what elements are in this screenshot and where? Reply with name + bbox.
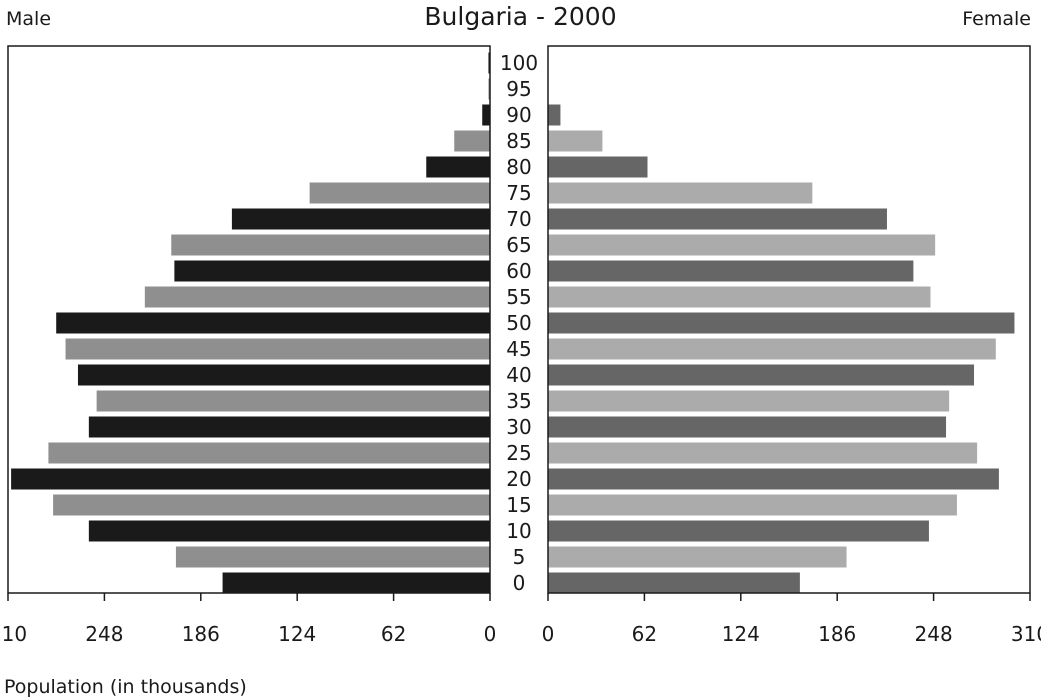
age-label-80: 80	[506, 155, 531, 179]
male-bar-5	[175, 546, 490, 568]
male-bars	[11, 52, 491, 594]
male-label: Male	[6, 8, 52, 30]
age-label-50: 50	[506, 311, 531, 335]
female-label: Female	[962, 8, 1031, 30]
age-label-40: 40	[506, 363, 531, 387]
male-x-tick-label: 0	[484, 622, 497, 646]
female-bar-15	[548, 494, 957, 516]
age-label-95: 95	[506, 77, 531, 101]
x-axis-label: Population (in thousands)	[4, 676, 247, 698]
male-bar-75	[309, 182, 490, 204]
male-bar-35	[96, 390, 491, 412]
female-bar-65	[548, 234, 936, 256]
female-x-tick-label: 186	[818, 622, 856, 646]
female-bar-50	[548, 312, 1015, 334]
female-panel-frame	[547, 45, 1031, 594]
age-label-25: 25	[506, 441, 531, 465]
female-bar-80	[548, 156, 648, 178]
chart-title: Bulgaria - 2000	[424, 2, 617, 31]
age-label-65: 65	[506, 233, 531, 257]
male-bar-10	[88, 520, 490, 542]
female-bar-55	[548, 286, 931, 308]
male-bar-0	[222, 572, 490, 594]
female-x-tick-label: 310	[1011, 622, 1041, 646]
age-label-20: 20	[506, 467, 531, 491]
female-bar-70	[548, 208, 887, 230]
female-bar-75	[548, 182, 813, 204]
female-bar-85	[548, 130, 603, 152]
female-x-tick-label: 124	[722, 622, 760, 646]
female-bar-20	[548, 468, 999, 490]
male-bar-70	[231, 208, 490, 230]
female-x-tick-label: 62	[632, 622, 657, 646]
age-label-100: 100	[500, 51, 538, 75]
age-label-75: 75	[506, 181, 531, 205]
age-label-15: 15	[506, 493, 531, 517]
female-x-tick-label: 0	[542, 622, 555, 646]
male-bar-95	[488, 78, 490, 100]
female-bar-10	[548, 520, 929, 542]
male-bar-20	[11, 468, 490, 490]
male-bar-60	[174, 260, 490, 282]
male-bar-40	[77, 364, 490, 386]
male-panel-frame	[7, 45, 491, 594]
age-label-10: 10	[506, 519, 531, 543]
age-label-70: 70	[506, 207, 531, 231]
male-bar-15	[53, 494, 490, 516]
female-bar-90	[548, 104, 561, 126]
male-bar-25	[48, 442, 490, 464]
age-label-30: 30	[506, 415, 531, 439]
male-x-tick-label: 62	[381, 622, 406, 646]
age-label-5: 5	[513, 545, 526, 569]
male-bar-65	[171, 234, 491, 256]
age-label-90: 90	[506, 103, 531, 127]
male-x-tick-label: 186	[182, 622, 220, 646]
age-label-55: 55	[506, 285, 531, 309]
age-label-45: 45	[506, 337, 531, 361]
male-bar-90	[482, 104, 490, 126]
female-bar-25	[548, 442, 978, 464]
age-label-85: 85	[506, 129, 531, 153]
male-x-tick-label: 124	[278, 622, 316, 646]
male-bar-50	[56, 312, 490, 334]
male-bar-30	[88, 416, 490, 438]
female-bar-5	[548, 546, 847, 568]
female-bars	[548, 104, 1015, 594]
female-bar-45	[548, 338, 996, 360]
female-bar-35	[548, 390, 950, 412]
age-label-0: 0	[513, 571, 526, 595]
female-bar-60	[548, 260, 914, 282]
male-bar-45	[65, 338, 491, 360]
female-bar-40	[548, 364, 975, 386]
male-x-tick-label: 310	[0, 622, 27, 646]
female-bar-30	[548, 416, 947, 438]
age-label-35: 35	[506, 389, 531, 413]
male-bar-100	[488, 52, 490, 74]
male-bar-80	[426, 156, 490, 178]
female-bar-0	[548, 572, 800, 594]
female-x-tick-label: 248	[915, 622, 953, 646]
axes: 310 248 186 124 62 0 0 62 124 186 248 310	[0, 45, 1041, 646]
age-label-60: 60	[506, 259, 531, 283]
age-labels: 0510152025303540455055606570758085909510…	[500, 51, 538, 595]
male-bar-85	[454, 130, 490, 152]
male-bar-55	[144, 286, 490, 308]
male-x-tick-label: 248	[85, 622, 123, 646]
